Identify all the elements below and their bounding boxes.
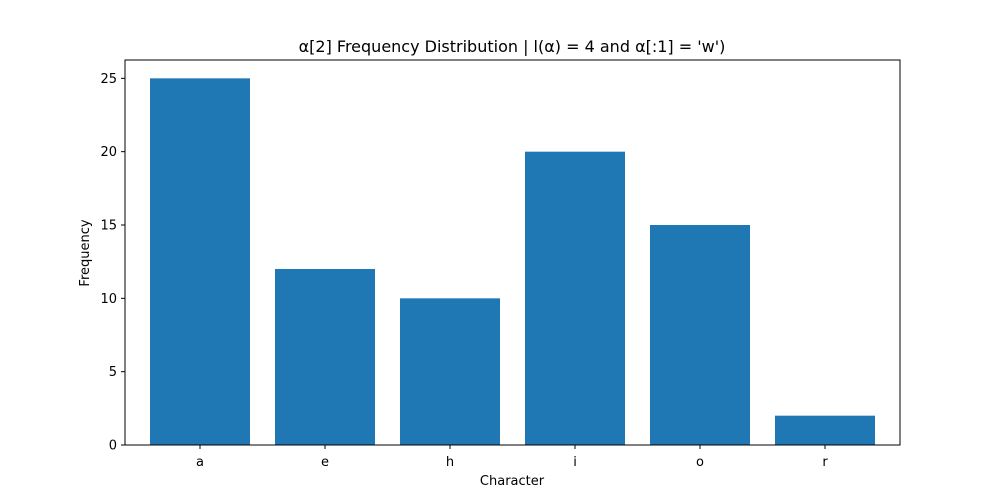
bars-layer	[150, 78, 875, 445]
axes-layer: a e h i o r 0 5 10 15 20 25	[100, 59, 901, 470]
bar-i	[525, 151, 625, 445]
x-tick-label-h: h	[446, 455, 454, 470]
x-tick-label-r: r	[822, 455, 828, 470]
x-tick-label-a: a	[196, 455, 204, 470]
y-tick-label-20: 20	[100, 145, 117, 160]
x-tick-label-i: i	[573, 455, 577, 470]
chart-title: α[2] Frequency Distribution | l(α) = 4 a…	[299, 37, 726, 56]
y-tick-label-25: 25	[100, 72, 117, 87]
plot-frame	[124, 59, 901, 446]
bar-a	[150, 78, 250, 445]
y-tick-label-15: 15	[100, 219, 117, 234]
bar-o	[650, 225, 750, 445]
y-tick-label-0: 0	[109, 439, 117, 454]
y-tick-label-10: 10	[100, 292, 117, 307]
bar-h	[400, 298, 500, 445]
y-axis-label: Frequency	[78, 219, 93, 286]
x-tick-label-e: e	[321, 455, 329, 470]
x-axis-label: Character	[480, 474, 545, 489]
x-tick-label-o: o	[696, 455, 704, 470]
bar-r	[775, 415, 875, 445]
y-tick-label-5: 5	[109, 365, 117, 380]
bar-e	[275, 269, 375, 445]
